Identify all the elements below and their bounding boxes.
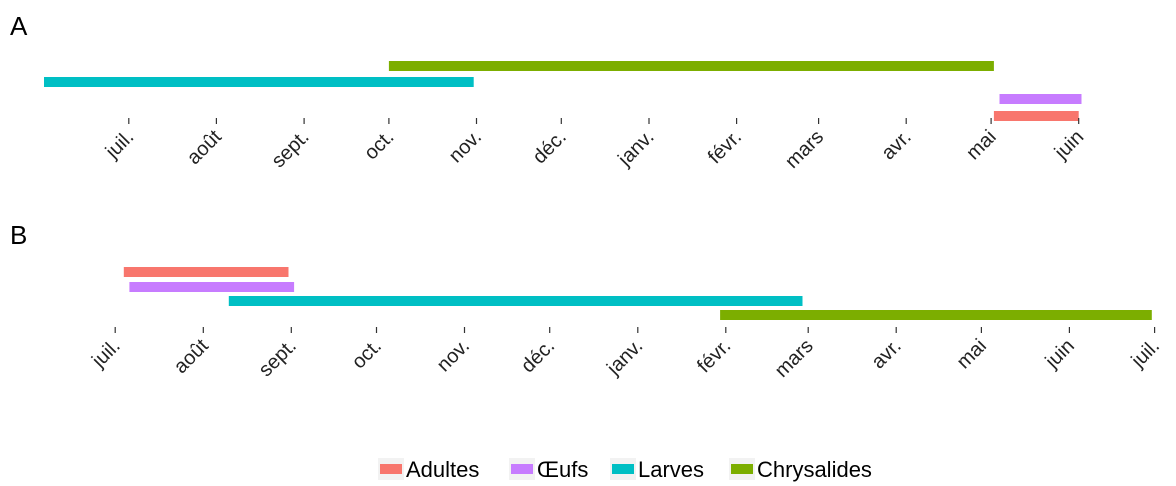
panel-b-bar-oeufs bbox=[129, 282, 295, 292]
legend-swatch-chrysalides bbox=[731, 464, 753, 474]
panel-b-tick-label: oct. bbox=[348, 335, 386, 373]
panel-b-tick-label: mai bbox=[953, 335, 991, 373]
panel-b-bar-adultes bbox=[123, 267, 289, 277]
panel-b-tick-label: avr. bbox=[867, 335, 905, 373]
panel-b-tick-label: févr. bbox=[693, 335, 735, 377]
legend-label-adultes: Adultes bbox=[406, 457, 479, 482]
legend-label-oeufs: Œufs bbox=[537, 457, 588, 482]
panel-b-tick-label: juin bbox=[1041, 335, 1079, 373]
panel-a-tick-label: janv. bbox=[613, 126, 658, 171]
panel-b-tick-label: nov. bbox=[433, 335, 474, 376]
panel-b-tick-label: janv. bbox=[602, 335, 647, 380]
panel-a-bar-adultes bbox=[993, 111, 1079, 121]
panel-a-tick-label: févr. bbox=[704, 126, 746, 168]
panel-a-tick-label: nov. bbox=[445, 126, 486, 167]
panel-b-tick-label: mars bbox=[771, 335, 818, 382]
legend-label-larves: Larves bbox=[638, 457, 704, 482]
panel-a-label: A bbox=[10, 11, 28, 41]
legend: Adultes Œufs Larves Chrysalides bbox=[378, 457, 872, 482]
panel-b-bar-larves bbox=[228, 296, 803, 306]
panel-a-tick-label: juil. bbox=[101, 126, 138, 163]
panel-b-tick-label: déc. bbox=[517, 335, 559, 377]
panel-a-tick-label: avr. bbox=[877, 126, 915, 164]
panel-b-tick-label: sept. bbox=[255, 335, 301, 381]
panel-b-label: B bbox=[10, 220, 27, 250]
panel-a-bar-larves bbox=[44, 77, 474, 87]
panel-b-bar-chrysalides bbox=[720, 310, 1152, 320]
panel-a-tick-label: mars bbox=[781, 126, 828, 173]
legend-swatch-adultes bbox=[380, 464, 402, 474]
panel-a-tick-label: mai bbox=[962, 126, 1000, 164]
panel-a-tick-label: oct. bbox=[360, 126, 398, 164]
legend-swatch-oeufs bbox=[511, 464, 533, 474]
legend-label-chrysalides: Chrysalides bbox=[757, 457, 872, 482]
panel-a: juil. août sept. oct. nov. déc. janv. févr. mars… bbox=[44, 61, 1088, 173]
panel-a-bar-chrysalides bbox=[388, 61, 994, 71]
panel-a-tick-label: déc. bbox=[529, 126, 571, 168]
panel-b-tick-label: juil. bbox=[87, 335, 124, 372]
panel-a-tick-label: août bbox=[183, 126, 226, 169]
panel-a-bar-oeufs bbox=[999, 94, 1082, 104]
legend-swatch-larves bbox=[612, 464, 634, 474]
panel-b-tick-label: juil. bbox=[1127, 335, 1164, 372]
panel-b-tick-label: août bbox=[170, 335, 213, 378]
panel-a-tick-label: sept. bbox=[267, 126, 313, 172]
panel-b: juil. août sept. oct. nov. déc. janv. févr. mars… bbox=[87, 267, 1164, 382]
panel-a-tick-label: juin bbox=[1050, 126, 1088, 164]
